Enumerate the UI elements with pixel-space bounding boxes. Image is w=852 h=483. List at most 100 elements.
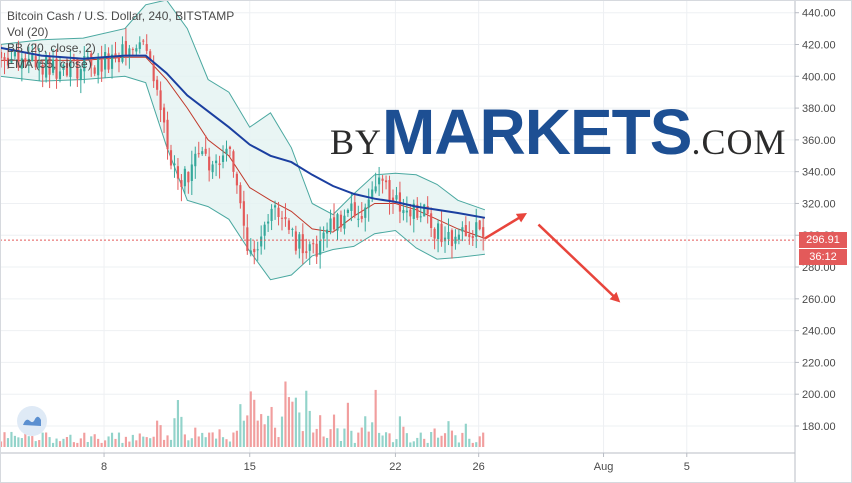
volume-bar [215,438,218,447]
volume-bar [124,436,127,447]
x-tick-label: 15 [244,461,256,473]
volume-bar [329,429,332,447]
volume-bar [10,431,13,447]
volume-bar [100,442,103,447]
volume-bar [239,404,242,447]
forecast-arrows [484,213,621,303]
volume-bar [65,437,69,447]
candle-body [173,163,176,166]
volume-bar [197,436,200,447]
volume-bar [31,436,34,447]
volume-bar [41,432,44,447]
volume-bar [426,442,429,447]
volume-bar [256,420,259,447]
candle-body [273,205,277,208]
candle-body [437,223,440,240]
candle-body [478,220,481,230]
volume-bar [34,441,37,447]
volume-bar [156,420,159,447]
candle-body [225,148,228,155]
tradingview-logo-icon[interactable] [17,406,47,436]
candle-body [31,53,34,62]
candle-body [90,53,93,66]
candle-body [13,51,16,57]
candle-body [58,71,62,80]
candle-body [3,57,6,61]
volume-bar [322,436,325,447]
volume-bar [475,442,478,447]
candle-body [93,67,96,74]
volume-bar [190,438,193,447]
chart-legend: Bitcoin Cash / U.S. Dollar, 240, BITSTAM… [7,8,234,72]
candle-body [360,216,363,219]
candle-body [86,56,89,58]
volume-bar [450,430,454,447]
y-tick-label: 380.00 [802,103,836,115]
volume-bar [173,418,176,447]
volume-bar [152,436,155,447]
volume-bar [378,432,381,447]
candle-body [464,225,467,237]
candle-body [190,164,193,181]
candle-body [339,214,343,228]
legend-volume: Vol (20) [7,25,49,39]
candle-body [336,214,339,231]
candle-body [239,185,242,204]
y-tick-label: 440.00 [802,8,836,20]
volume-bar [395,439,398,447]
volume-bar [249,391,252,447]
y-tick-label: 340.00 [802,167,836,179]
volume-bar [211,432,214,447]
candle-body [433,228,436,239]
candle-body [426,206,429,214]
candle-body [48,56,51,75]
volume-bar [367,431,370,447]
volume-bar [391,442,395,447]
candle-body [409,209,412,217]
candle-body [253,248,256,253]
volume-bar [267,415,270,447]
candle-body [76,58,79,79]
candle-body [55,58,58,79]
candle-body [374,186,377,192]
volume-bar [242,420,245,447]
volume-bar [482,432,485,447]
volume-bar [371,422,374,447]
candle-body [204,148,207,154]
candle-body [235,173,238,186]
candle-body [128,48,131,56]
candle-body [156,79,159,90]
candle-body [440,223,443,243]
candle-body [267,221,270,224]
volume-bar [433,428,436,447]
candle-body [260,236,263,247]
volume-bar [142,436,145,447]
candle-body [124,41,127,55]
candle-body [20,58,23,69]
volume-bar [166,435,169,447]
volume-bar [55,438,58,447]
candle-body [468,234,471,238]
volume-bar [180,416,183,447]
y-tick-label: 360.00 [802,135,836,147]
volume-bar [464,423,467,447]
candle-body [62,64,65,70]
x-tick-label: 26 [473,461,485,473]
candle-body [371,189,374,198]
candle-body [79,69,82,81]
candle-body [450,230,454,247]
volume-bar [169,439,173,447]
volume-bar [374,389,377,447]
bollinger-lower-line [0,75,485,281]
candle-body [312,243,315,245]
candle-body [423,204,426,217]
volume-bar [332,414,336,447]
candle-body [246,227,249,251]
candle-body [353,202,356,216]
ema-line [0,46,486,219]
volume-bar [312,432,315,447]
volume-bar [107,436,110,447]
candle-body [17,49,20,68]
volume-bar [69,434,72,447]
